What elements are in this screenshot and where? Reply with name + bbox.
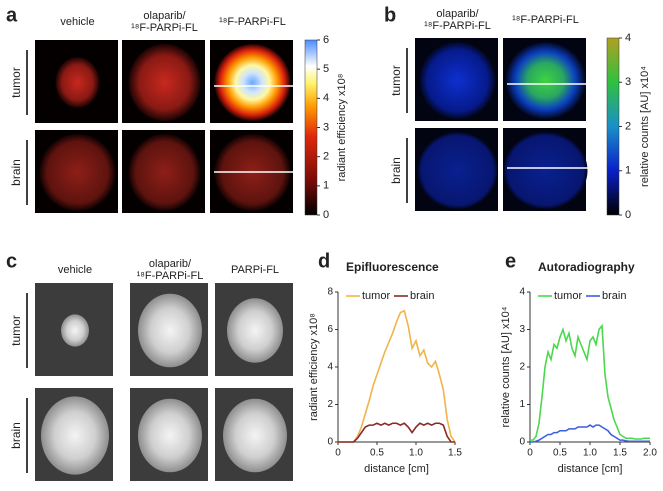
x-tick-label: 1.0 (583, 448, 597, 459)
column-label: vehicle (58, 264, 92, 276)
legend-label: brain (410, 290, 434, 302)
y-tick-label: 4 (327, 362, 333, 373)
row-label: brain (9, 422, 23, 449)
panel-label: e (505, 250, 516, 272)
colorbar (304, 39, 318, 216)
data-line (338, 309, 456, 443)
column-label: PARPi-FL (231, 264, 279, 276)
specimen (128, 44, 201, 121)
y-tick-label: 0 (519, 437, 525, 448)
chart-title: Epifluorescence (346, 260, 439, 274)
column-label: ¹⁸F-PARPi-FL (131, 22, 198, 34)
x-tick-label: 0.5 (370, 448, 384, 459)
x-tick-label: 1.5 (613, 448, 627, 459)
row-label: brain (9, 159, 23, 186)
colorbar-tick-label: 3 (625, 76, 631, 88)
colorbar-tick-label: 5 (323, 63, 329, 75)
data-line (530, 323, 650, 441)
colorbar-tick-label: 4 (625, 32, 631, 44)
column-label: ¹⁸F-PARPi-FL (512, 14, 579, 26)
y-tick-label: 2 (519, 362, 525, 373)
specimen (55, 57, 100, 108)
row-label: tumor (9, 315, 23, 346)
row-label: tumor (9, 67, 23, 98)
specimen (138, 293, 202, 368)
colorbar-tick-label: 2 (323, 151, 329, 163)
panel-label: d (318, 250, 330, 272)
colorbar-label: relative counts [AU] x10⁴ (639, 66, 651, 187)
x-tick-label: 2.0 (643, 448, 657, 459)
colorbar-tick-label: 0 (625, 209, 631, 221)
x-axis-label: distance [cm] (364, 463, 429, 475)
row-label: brain (389, 157, 403, 184)
legend-label: brain (602, 290, 626, 302)
x-tick-label: 1.5 (448, 448, 462, 459)
x-tick-label: 0.5 (553, 448, 567, 459)
y-axis-label: relative counts [AU] x10⁴ (500, 306, 512, 427)
column-label: olaparib/ (149, 258, 192, 270)
colorbar-tick-label: 4 (323, 92, 329, 104)
y-tick-label: 6 (327, 324, 333, 335)
x-tick-label: 0 (335, 448, 341, 459)
colorbar-tick-label: 2 (625, 120, 631, 132)
specimen (214, 44, 291, 121)
panel-label: a (6, 4, 18, 26)
colorbar-label: radiant efficiency x10⁸ (336, 74, 348, 182)
column-label: vehicle (60, 16, 94, 28)
colorbar-tick-label: 1 (625, 165, 631, 177)
column-label: ¹⁸F-PARPi-FL (424, 20, 491, 32)
x-tick-label: 1.0 (409, 448, 423, 459)
y-tick-label: 8 (327, 287, 333, 298)
column-label: olaparib/ (143, 10, 186, 22)
column-label: olaparib/ (436, 8, 479, 20)
data-line (530, 424, 650, 443)
panel-label: b (384, 4, 396, 26)
y-tick-label: 2 (327, 399, 333, 410)
y-tick-label: 4 (519, 287, 525, 298)
specimen (419, 42, 496, 119)
legend-label: tumor (554, 290, 582, 302)
row-label: tumor (389, 65, 403, 96)
colorbar-tick-label: 6 (323, 34, 329, 46)
specimen (503, 132, 588, 209)
specimen (223, 398, 287, 473)
specimen (128, 134, 201, 211)
column-label: ¹⁸F-PARPi-FL (137, 270, 204, 282)
chart-title: Autoradiography (538, 260, 635, 274)
specimen (505, 42, 586, 119)
y-axis-label: radiant efficiency x10⁸ (308, 313, 320, 421)
panel-label: c (6, 250, 17, 272)
colorbar-tick-label: 1 (323, 180, 329, 192)
colorbar-tick-label: 3 (323, 121, 329, 133)
x-tick-label: 0 (527, 448, 533, 459)
legend-label: tumor (362, 290, 390, 302)
x-axis-label: distance [cm] (558, 463, 623, 475)
specimen (41, 396, 109, 475)
colorbar (606, 37, 620, 216)
y-tick-label: 0 (327, 437, 333, 448)
y-tick-label: 3 (519, 324, 525, 335)
y-tick-label: 1 (519, 399, 525, 410)
data-line (338, 422, 455, 443)
specimen (417, 132, 498, 209)
colorbar-tick-label: 0 (323, 209, 329, 221)
specimen (39, 134, 116, 211)
specimen (138, 398, 202, 473)
specimen (61, 314, 89, 347)
specimen (227, 298, 283, 363)
column-label: ¹⁸F-PARPi-FL (219, 16, 286, 28)
